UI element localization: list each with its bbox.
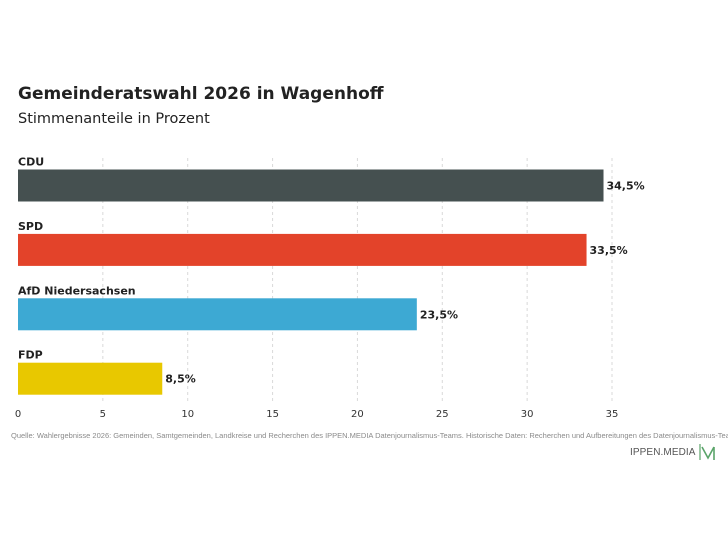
bar <box>18 298 417 331</box>
x-tick-label: 5 <box>100 409 106 420</box>
logo-text: IPPEN.MEDIA <box>630 446 696 458</box>
bars: CDU 34,5% SPD 33,5% AfD Niedersachsen 23,5% FD… <box>18 156 645 395</box>
bar <box>18 233 587 266</box>
x-tick-label: 25 <box>436 409 449 420</box>
source-note: Quelle: Wahlergebnisse 2026: Gemeinden, … <box>11 431 728 440</box>
x-tick-label: 10 <box>181 409 194 420</box>
value-label: 23,5% <box>420 308 458 321</box>
bar <box>18 169 604 202</box>
value-label: 33,5% <box>590 244 628 257</box>
x-axis-ticks: 0 5 10 15 20 25 30 35 <box>15 409 619 420</box>
category-label: SPD <box>18 220 43 233</box>
value-label: 34,5% <box>607 180 645 193</box>
category-label: AfD Niedersachsen <box>18 284 136 297</box>
x-tick-label: 0 <box>15 409 21 420</box>
x-tick-label: 15 <box>266 409 279 420</box>
x-tick-label: 30 <box>521 409 534 420</box>
chart-subtitle: Stimmenanteile in Prozent <box>18 111 210 127</box>
category-label: CDU <box>18 156 44 169</box>
grid-lines <box>102 158 613 402</box>
chart-title: Gemeinderatswahl 2026 in Wagenhoff <box>18 84 384 104</box>
ippen-media-logo-icon <box>698 444 715 460</box>
publisher-logo: IPPEN.MEDIA <box>630 442 717 462</box>
bar <box>18 362 163 395</box>
x-tick-label: 35 <box>606 409 619 420</box>
category-label: FDP <box>18 349 43 362</box>
x-tick-label: 20 <box>351 409 364 420</box>
value-label: 8,5% <box>165 373 196 386</box>
